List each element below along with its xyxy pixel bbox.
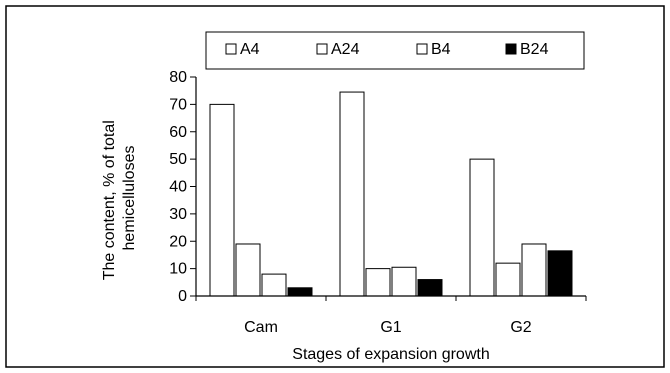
bar-b24-g1 xyxy=(417,279,443,297)
y-axis-title-line-2: hemicelluloses xyxy=(121,146,138,251)
x-tick-label: G1 xyxy=(380,319,401,336)
axes xyxy=(195,77,586,297)
legend-label-a4: A4 xyxy=(240,41,260,58)
y-axis-title: The content, % of total hemicelluloses xyxy=(101,116,138,281)
y-tick-label: 30 xyxy=(169,206,187,223)
legend-label-a24: A24 xyxy=(331,41,360,58)
y-tick-label: 20 xyxy=(169,233,187,250)
y-tick-label: 80 xyxy=(169,69,187,86)
x-tick-label: G2 xyxy=(510,319,531,336)
bar-b24-cam xyxy=(287,287,313,297)
bar-a4-g2 xyxy=(469,158,495,297)
y-tick-label: 50 xyxy=(169,151,187,168)
legend-swatch-b24 xyxy=(505,43,517,55)
legend-label-b4: B4 xyxy=(431,41,451,58)
bar-b24-g2 xyxy=(547,250,573,297)
legend-item-a4: A4 xyxy=(225,41,260,58)
bar-a24-g2 xyxy=(495,262,521,297)
bar-b4-cam xyxy=(261,273,287,297)
legend-item-b4: B4 xyxy=(416,41,451,58)
axis-ticks: 0 10 20 30 40 50 60 70 80 Cam G1 G2 xyxy=(169,69,587,336)
x-axis-title: Stages of expansion growth xyxy=(292,346,489,363)
legend-item-b24: B24 xyxy=(505,41,549,58)
bar-b4-g1 xyxy=(391,266,417,297)
bar-a4-cam xyxy=(209,103,235,297)
y-tick-label: 10 xyxy=(169,261,187,278)
bar-a24-cam xyxy=(235,243,261,297)
legend-item-a24: A24 xyxy=(316,41,360,58)
legend-label-b24: B24 xyxy=(520,41,549,58)
x-tick-label: Cam xyxy=(244,319,278,336)
bar-a4-g1 xyxy=(339,91,365,297)
legend: A4 A24 B4 B24 xyxy=(205,31,585,70)
y-tick-label: 70 xyxy=(169,96,187,113)
legend-swatch-b4 xyxy=(416,43,428,55)
y-axis-title-line-1: The content, % of total xyxy=(101,120,118,280)
legend-box xyxy=(205,31,585,70)
y-tick-label: 40 xyxy=(169,179,187,196)
y-tick-label: 60 xyxy=(169,124,187,141)
bar-b4-g2 xyxy=(521,243,547,297)
bar-a24-g1 xyxy=(365,268,391,297)
y-tick-label: 0 xyxy=(178,288,187,305)
legend-swatch-a24 xyxy=(316,43,328,55)
legend-swatch-a4 xyxy=(225,43,237,55)
